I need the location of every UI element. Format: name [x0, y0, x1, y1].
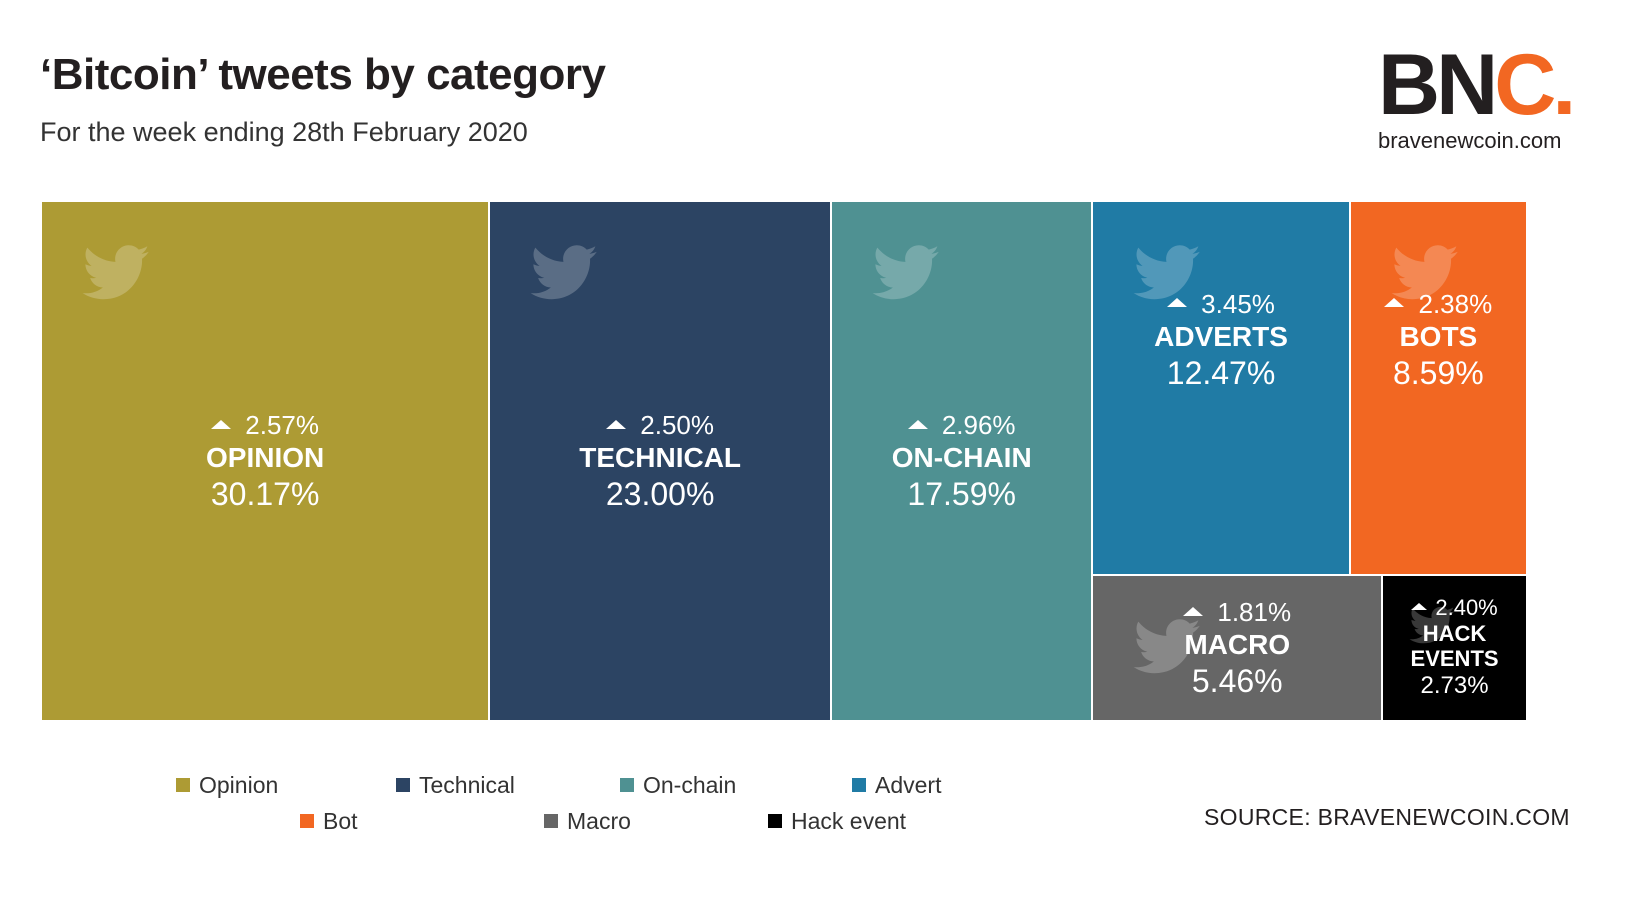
legend-item: Bot [300, 808, 358, 835]
legend-swatch [768, 813, 782, 828]
legend-item: Advert [852, 772, 941, 799]
tile-change-value: 2.38% [1418, 288, 1493, 319]
tile-advert: 3.45% ADVERTS 12.47% [1093, 202, 1349, 575]
tile-share-value: 5.46% [1191, 663, 1283, 700]
tile-label: 2.57% OPINION 30.17% [42, 409, 488, 513]
twitter-bird-icon [872, 245, 940, 300]
tile-share-value: 30.17% [210, 476, 320, 512]
triangle-up-icon [1167, 298, 1188, 308]
tile-change: 3.45% [1093, 288, 1348, 320]
legend-swatch [300, 813, 314, 828]
twitter-bird-icon [82, 245, 150, 300]
tile-hack: 2.40% HACK EVENTS 2.73% [1383, 576, 1526, 720]
legend-label: Bot [323, 808, 358, 834]
legend-swatch [176, 777, 190, 792]
tile-macro: 1.81% MACRO 5.46% [1093, 576, 1382, 720]
legend-item: On-chain [620, 772, 736, 799]
legend-label: Opinion [199, 772, 279, 798]
brand-logo: BNC. bravenewcoin.com [1378, 42, 1598, 154]
tile-category-name: BOTS [1399, 320, 1478, 352]
tile-share-value: 8.59% [1392, 354, 1484, 391]
tile-label: 2.38% BOTS 8.59% [1351, 288, 1526, 392]
tile-label: 3.45% ADVERTS 12.47% [1093, 288, 1348, 392]
tile-change: 2.96% [832, 409, 1091, 441]
triangle-up-icon [907, 419, 928, 429]
twitter-bird-icon [1391, 245, 1458, 300]
chart-subtitle: For the week ending 28th February 2020 [40, 117, 528, 147]
tile-opinion: 2.57% OPINION 30.17% [42, 202, 489, 720]
tile-change-value: 2.96% [941, 410, 1016, 440]
twitter-bird-icon [1409, 607, 1455, 644]
tile-category-name: ON-CHAIN [891, 442, 1032, 473]
tile-category-name: ADVERTS [1154, 320, 1288, 352]
logo-letters-main: BN [1378, 37, 1498, 133]
twitter-bird-icon [530, 245, 598, 300]
tile-share-value: 23.00% [605, 476, 715, 512]
triangle-up-icon [1384, 298, 1405, 308]
tile-on-chain: 2.96% ON-CHAIN 17.59% [832, 202, 1092, 720]
legend-label: On-chain [643, 772, 737, 798]
legend-label: Advert [875, 772, 942, 798]
tile-category-name: MACRO [1184, 629, 1291, 661]
tile-category-name: TECHNICAL [579, 442, 742, 473]
legend-item: Opinion [176, 772, 278, 799]
source-note: SOURCE: BRAVENEWCOIN.COM [1204, 804, 1570, 830]
legend-item: Hack event [768, 808, 906, 835]
logo-letters-accent: C. [1494, 37, 1576, 133]
tile-technical: 2.50% TECHNICAL 23.00% [490, 202, 831, 720]
legend-swatch [544, 813, 558, 828]
tile-label: 2.96% ON-CHAIN 17.59% [832, 409, 1091, 513]
legend-swatch [620, 777, 634, 792]
logo-url: bravenewcoin.com [1378, 128, 1562, 153]
tile-change-value: 3.45% [1201, 288, 1275, 319]
tile-change: 2.50% [490, 409, 830, 441]
tile-change-value: 2.40% [1435, 595, 1498, 621]
tile-label: 2.40% HACK EVENTS 2.73% [1383, 595, 1526, 701]
tile-category-name: HACK EVENTS [1410, 621, 1499, 672]
tile-category-name: OPINION [206, 442, 325, 473]
triangle-up-icon [1183, 606, 1204, 616]
legend-swatch [852, 777, 866, 792]
triangle-up-icon [211, 419, 232, 429]
tile-share-value: 2.73% [1420, 672, 1489, 700]
chart-title: ‘Bitcoin’ tweets by category [40, 50, 606, 99]
legend-label: Macro [567, 808, 631, 834]
tile-share-value: 17.59% [907, 476, 1016, 512]
tile-change: 2.40% [1383, 595, 1526, 621]
tile-change: 2.57% [42, 409, 488, 441]
triangle-up-icon [606, 419, 627, 429]
tile-change: 2.38% [1351, 288, 1526, 320]
logo-wordmark: BNC. [1378, 42, 1598, 128]
tile-share-value: 12.47% [1166, 354, 1276, 391]
legend-item: Macro [544, 808, 631, 835]
legend-label: Technical [419, 772, 515, 798]
tile-label: 2.50% TECHNICAL 23.00% [490, 409, 830, 513]
tile-change: 1.81% [1093, 596, 1381, 628]
twitter-bird-icon [1134, 619, 1201, 674]
tile-change-value: 2.57% [245, 410, 319, 440]
triangle-up-icon [1411, 602, 1428, 610]
tile-change-value: 2.50% [640, 410, 715, 440]
legend-item: Technical [396, 772, 515, 799]
legend-swatch [396, 777, 410, 792]
legend-label: Hack event [791, 808, 907, 834]
tile-bot: 2.38% BOTS 8.59% [1350, 202, 1526, 575]
tile-change-value: 1.81% [1217, 597, 1292, 628]
tile-label: 1.81% MACRO 5.46% [1093, 596, 1381, 700]
twitter-bird-icon [1134, 245, 1201, 300]
